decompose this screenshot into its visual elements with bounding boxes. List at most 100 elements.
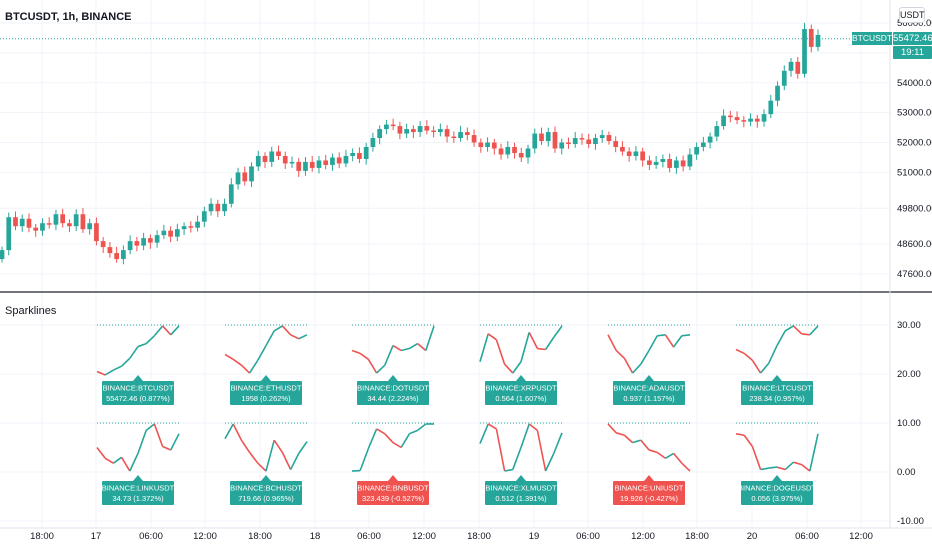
time-axis[interactable]: 18:00 17 06:00 12:00 18:00 18 06:00 12:00 18:00 1… (30, 531, 873, 542)
candle-body (80, 214, 86, 230)
sparkline-segment (520, 423, 530, 448)
sparkline-label-pointer (261, 475, 271, 481)
sparkline-segment (792, 325, 803, 335)
sparkline-segment (104, 369, 114, 376)
candle-body (107, 247, 113, 254)
sparkline-segment (162, 325, 172, 336)
sparkline-segment (145, 423, 155, 431)
candle-body (431, 130, 436, 133)
candle-body (788, 61, 794, 71)
candle-body (397, 126, 403, 134)
sparkline-segment (681, 334, 691, 337)
sparkline-segment (359, 352, 369, 360)
candle-body (188, 226, 194, 228)
candle-body (404, 129, 409, 134)
sparkline-segment (425, 325, 435, 351)
sparkline-segment (392, 441, 402, 449)
candle-body (464, 132, 470, 136)
candle-body (87, 223, 93, 230)
sparkline-segment (162, 445, 172, 451)
sparkline-label-pointer (388, 375, 398, 381)
sparkline-value-label: 0.937 (1.157%) (623, 394, 675, 403)
sparkline-symbol-label: BINANCE:ETHUSDT (231, 384, 302, 393)
sparkline-segment (290, 334, 300, 340)
candle-body (235, 172, 241, 185)
candle-body (498, 148, 504, 155)
sparkline-segment (528, 423, 538, 431)
candle-body (94, 223, 99, 242)
indicator-tick-label: 0.00 (897, 467, 916, 478)
time-tick-label: 17 (91, 531, 102, 542)
candle-body (525, 148, 531, 158)
candle-body (815, 34, 821, 47)
candle-body (303, 161, 308, 171)
candle-body (660, 158, 666, 162)
candle-body (363, 147, 369, 159)
candle-body (754, 118, 760, 122)
sparkline-segment (544, 336, 555, 350)
sparkline-value-label: 719.66 (0.965%) (238, 494, 294, 503)
price-tick-label: 54000.00 (897, 78, 932, 89)
candle-body (228, 184, 234, 204)
candle-body (309, 161, 315, 168)
candle-body (255, 155, 261, 167)
sparkline-symbol-label: BINANCE:BNBUSDT (357, 484, 429, 493)
indicator-tick-label: 20.00 (897, 369, 921, 380)
sparkline-symbol-label: BINANCE:BCHUSDT (230, 484, 302, 493)
sparkline-symbol-label: BINANCE:LTCUSDT (742, 384, 812, 393)
sparkline-symbol-label: BINANCE:DOTUSDT (357, 384, 429, 393)
sparkline-segment (96, 370, 106, 376)
candle-body (316, 160, 322, 168)
candle-body (505, 147, 511, 155)
candle-body (121, 250, 126, 260)
sparkline-segment (607, 334, 617, 351)
sparkline-segment (273, 325, 283, 332)
sparkline-segment (401, 347, 410, 352)
time-tick-label: 12:00 (412, 531, 436, 542)
sparkline-label-box (741, 481, 813, 505)
sparkline-segment (367, 428, 378, 449)
indicator-axis[interactable]: 30.00 20.00 10.00 0.00 -10.00 (897, 320, 924, 527)
sparkline-segment (528, 331, 539, 349)
sparkline-label-box (357, 481, 429, 505)
time-tick-label: 19 (529, 531, 540, 542)
symbol-title[interactable]: BTCUSDT, 1h, BINANCE (5, 11, 132, 23)
sparkline-label-pointer (133, 375, 143, 381)
sparkline-segment (536, 430, 547, 472)
sparkline-segment (776, 466, 786, 471)
price-tick-label: 53000.00 (897, 108, 932, 119)
sparkline-segment (400, 433, 411, 448)
sparkline-label-pointer (516, 375, 526, 381)
candle-body (741, 120, 747, 122)
sparkline-segment (376, 428, 386, 435)
candle-body (485, 142, 490, 148)
candle-body (148, 238, 153, 243)
candle-body (40, 223, 45, 231)
candle-body (802, 28, 807, 74)
candle-body (384, 124, 389, 130)
candle-body (768, 100, 774, 115)
indicator-tick-label: 30.00 (897, 320, 921, 331)
currency-button[interactable]: USDT (899, 7, 925, 23)
candle-body (734, 117, 740, 121)
indicator-pane-title[interactable]: Sparklines (5, 305, 57, 317)
candle-body (721, 115, 726, 127)
sparkline-segment (537, 347, 546, 351)
sparkline-label-box (485, 481, 557, 505)
sparkline-segment (367, 358, 378, 374)
sparkline-segment (553, 325, 563, 338)
sparkline-segment (281, 325, 292, 336)
time-tick-label: 18:00 (248, 531, 272, 542)
time-tick-label: 18:00 (685, 531, 709, 542)
sparkline-label-box (613, 481, 685, 505)
candle-body (336, 157, 342, 164)
sparkline-segment (648, 335, 658, 351)
time-tick-label: 20 (747, 531, 758, 542)
symbol-price-label: BTCUSDT (852, 32, 893, 45)
sparkline-segment (632, 363, 642, 374)
candle-body (242, 172, 248, 182)
sparkline-segment (504, 363, 514, 374)
sparkline-label-pointer (644, 375, 654, 381)
